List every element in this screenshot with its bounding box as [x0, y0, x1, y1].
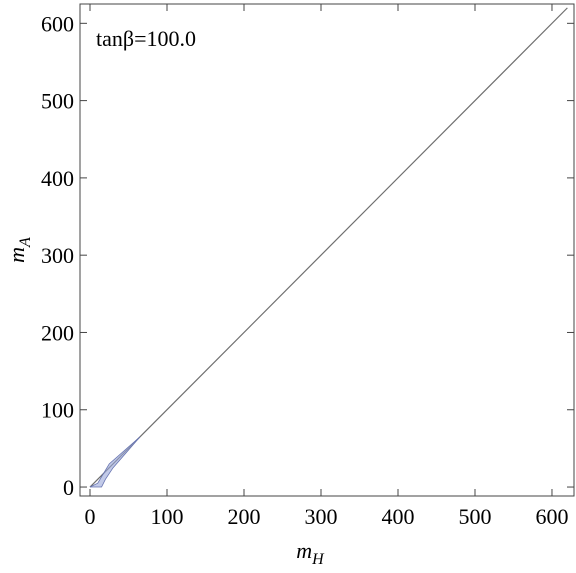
x-tick-label: 0 [85, 504, 96, 529]
y-tick-label: 100 [41, 398, 74, 423]
region [89, 436, 141, 488]
y-tick-label: 300 [41, 243, 74, 268]
x-label-sub: H [311, 551, 325, 568]
x-label-base: m [296, 538, 312, 563]
y-label-sub: A [17, 237, 34, 248]
y-axis-label: mA [4, 237, 34, 263]
x-tick-label: 300 [304, 504, 337, 529]
y-tick-label: 500 [41, 89, 74, 114]
x-tick-label: 600 [535, 504, 568, 529]
line [89, 7, 568, 488]
x-tick-label: 400 [381, 504, 414, 529]
y-tick-label: 200 [41, 320, 74, 345]
x-tick-label: 200 [227, 504, 260, 529]
y-tick-label: 0 [63, 475, 74, 500]
x-axis-label: mH [296, 538, 325, 568]
x-tick-label: 500 [458, 504, 491, 529]
y-tick-label: 600 [41, 11, 74, 36]
y-tick-label: 400 [41, 166, 74, 191]
y-label-base: m [4, 247, 29, 263]
annotation: tanβ=100.0 [96, 26, 196, 51]
frame [79, 3, 575, 497]
x-tick-label: 100 [151, 504, 184, 529]
